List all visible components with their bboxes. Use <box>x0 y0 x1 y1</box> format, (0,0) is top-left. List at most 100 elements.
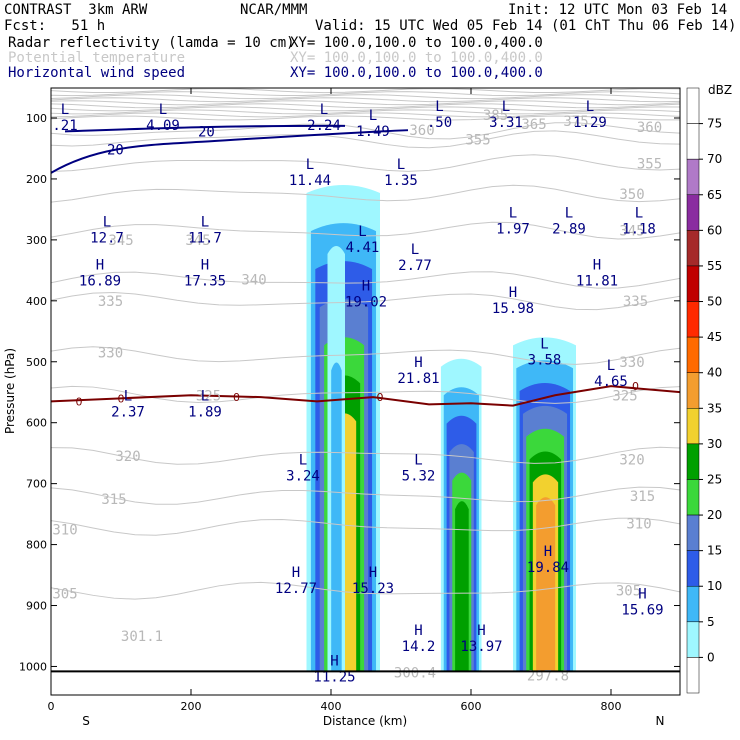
theta-label: 310 <box>626 516 651 532</box>
y-tick-label: 600 <box>26 417 47 430</box>
wind-extremum-value: 2.37 <box>111 404 145 420</box>
wind-extremum-marker: L <box>509 206 517 222</box>
wind-extremum-value: 3.31 <box>489 115 523 131</box>
wind-extremum-value: 11.44 <box>289 173 331 189</box>
theta-contour <box>51 346 680 365</box>
wind-extremum-marker: L <box>369 108 377 124</box>
theta-label: 335 <box>98 294 123 310</box>
theta-label: 305 <box>616 583 641 599</box>
y-tick-label: 500 <box>26 356 47 369</box>
header-line2-right: Valid: 15 UTC Wed 05 Feb 14 (01 ChT Thu … <box>315 18 737 34</box>
wind-extremum-marker: H <box>544 544 552 560</box>
wind-extremum-marker: L <box>397 157 405 173</box>
x-tick-label: 800 <box>601 700 622 713</box>
y-tick-label: 200 <box>26 173 47 186</box>
colorbar-label: 75 <box>707 117 722 131</box>
colorbar-label: 65 <box>707 188 722 202</box>
wind-extremum-marker: H <box>201 257 209 273</box>
colorbar-label: 40 <box>707 366 722 380</box>
theta-label: 320 <box>619 452 644 468</box>
freezing-level-line <box>51 385 680 407</box>
theta-label: 345 <box>619 224 644 240</box>
reflectivity-band-3-1 <box>331 362 342 672</box>
theta-label: 335 <box>623 294 648 310</box>
theta-label: 297.8 <box>527 669 569 685</box>
theta-contour <box>51 292 680 311</box>
theta-contour-top <box>51 115 680 121</box>
wind-extremum-marker: H <box>369 565 377 581</box>
x-axis-label: Distance (km) <box>323 714 407 728</box>
theta-contour-top <box>51 88 680 94</box>
wind-extremum-value: 15.98 <box>492 301 534 317</box>
colorbar-label: 10 <box>707 579 722 593</box>
theta-label: 325 <box>196 388 221 404</box>
header-line1-left: CONTRAST 3km ARW <box>4 2 148 18</box>
colorbar-label: 0 <box>707 650 715 664</box>
colorbar-swatch <box>686 657 700 694</box>
wind-extremum-value: 3.24 <box>286 468 320 484</box>
wind-extremum-marker: H <box>638 586 646 602</box>
theta-label: 385 <box>483 108 508 124</box>
wind-extremum-marker: L <box>565 206 573 222</box>
colorbar-label: 25 <box>707 472 722 486</box>
x-tick-label: 600 <box>461 700 482 713</box>
theta-label: 330 <box>619 355 644 371</box>
y-tick-label: 300 <box>26 234 47 247</box>
wind-extremum-marker: L <box>540 337 548 353</box>
wind-extremum-marker: L <box>502 99 510 115</box>
wind-contour-label: 20 <box>198 124 215 140</box>
wind-extremum-marker: L <box>201 388 209 404</box>
colorbar-label: 30 <box>707 437 722 451</box>
field1-xy: XY= 100.0,100.0 to 100.0,400.0 <box>290 35 543 51</box>
theta-label: 315 <box>630 489 655 505</box>
x-end-label-left: S <box>82 714 90 728</box>
y-tick-label: 900 <box>26 600 47 613</box>
colorbar-label: 45 <box>707 330 722 344</box>
field3-xy: XY= 100.0,100.0 to 100.0,400.0 <box>290 65 543 81</box>
theta-label: 355 <box>465 132 490 148</box>
wind-extremum-value: 3.58 <box>528 353 562 369</box>
colorbar-swatch <box>686 265 700 302</box>
theta-label: 355 <box>637 157 662 173</box>
y-tick-label: 400 <box>26 295 47 308</box>
wind-extremum-value: 15.23 <box>352 581 394 597</box>
theta-label: 305 <box>52 586 77 602</box>
wind-extremum-marker: H <box>292 565 300 581</box>
theta-contour-top <box>51 94 680 100</box>
wind-extremum-value: 2.89 <box>552 222 586 238</box>
wind-extremum-value: 21.81 <box>397 371 439 387</box>
field1-name: Radar reflectivity (lamda = 10 cm) <box>8 35 295 51</box>
freezing-level-label: 0 <box>76 395 83 408</box>
theta-contour <box>51 517 680 536</box>
wind-extremum-value: 4.09 <box>146 118 180 134</box>
colorbar-swatch <box>686 336 700 373</box>
wind-extremum-marker: L <box>201 215 209 231</box>
x-tick-label: 0 <box>48 700 55 713</box>
theta-contour-top <box>51 106 680 112</box>
header-line1-right: Init: 12 UTC Mon 03 Feb 14 <box>508 2 728 18</box>
wind-extremum-marker: L <box>124 388 132 404</box>
wind-extremum-marker: L <box>635 206 643 222</box>
wind-extremum-marker: H <box>96 257 104 273</box>
colorbar-swatch <box>686 230 700 267</box>
theta-contour <box>51 184 680 203</box>
theta-contour <box>51 581 680 600</box>
theta-label: 301.1 <box>121 629 163 645</box>
wind-extremum-marker: H <box>477 623 485 639</box>
wind-extremum-value: .50 <box>427 115 452 131</box>
colorbar-label: 50 <box>707 295 722 309</box>
theta-label: 340 <box>241 272 266 288</box>
wind-extremum-value: 11.7 <box>188 231 222 247</box>
theta-contour-top <box>51 91 680 97</box>
wind-extremum-marker: L <box>61 102 69 118</box>
theta-label: 330 <box>98 346 123 362</box>
colorbar-label: 60 <box>707 223 722 237</box>
colorbar-label: 15 <box>707 544 722 558</box>
freezing-level-label: 0 <box>118 392 125 405</box>
wind-extremum-marker: L <box>103 215 111 231</box>
wind-extremum-value: 1.35 <box>384 173 418 189</box>
wind-extremum-marker: H <box>362 279 370 295</box>
freezing-level-label: 0 <box>632 380 639 393</box>
wind-extremum-value: 1.49 <box>356 124 390 140</box>
theta-label: 360 <box>637 120 662 136</box>
